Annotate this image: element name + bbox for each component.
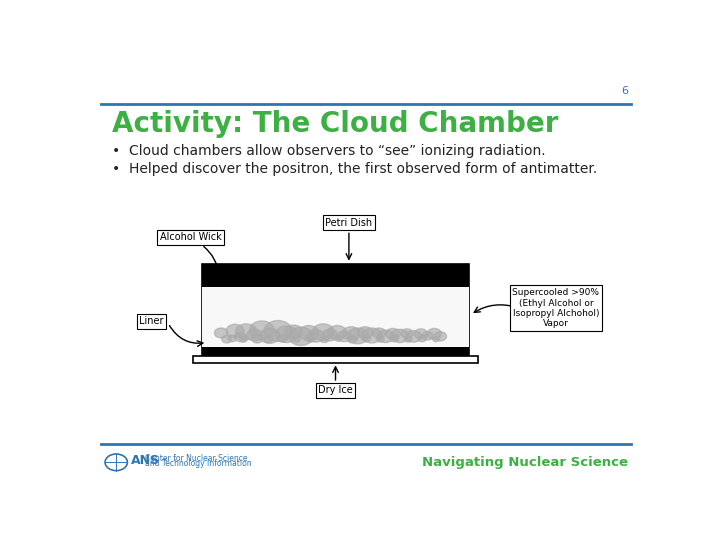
Text: Center for Nuclear Science: Center for Nuclear Science — [145, 455, 247, 463]
Circle shape — [334, 335, 342, 341]
Bar — [202, 347, 469, 356]
Circle shape — [240, 336, 248, 342]
Circle shape — [401, 329, 413, 338]
Text: •  Cloud chambers allow observers to “see” ionizing radiation.: • Cloud chambers allow observers to “see… — [112, 144, 546, 158]
Text: 6: 6 — [621, 86, 629, 96]
Text: ANS: ANS — [131, 454, 160, 467]
Circle shape — [391, 329, 409, 342]
Circle shape — [289, 327, 313, 346]
Circle shape — [342, 327, 360, 340]
Circle shape — [414, 329, 428, 339]
Circle shape — [427, 328, 441, 339]
Circle shape — [247, 329, 262, 341]
Circle shape — [328, 326, 347, 340]
Circle shape — [404, 336, 412, 342]
Circle shape — [312, 324, 334, 341]
Circle shape — [228, 335, 237, 342]
Circle shape — [433, 337, 439, 342]
Text: •  Helped discover the positron, the first observed form of antimatter.: • Helped discover the positron, the firs… — [112, 162, 598, 176]
Text: and Technology Information: and Technology Information — [145, 460, 251, 469]
Circle shape — [226, 324, 244, 338]
Circle shape — [260, 328, 280, 343]
Circle shape — [320, 336, 329, 342]
Circle shape — [390, 335, 399, 342]
Text: Alcohol Wick: Alcohol Wick — [160, 232, 221, 242]
Bar — [193, 356, 478, 363]
Circle shape — [222, 335, 232, 343]
Circle shape — [307, 329, 324, 342]
Circle shape — [357, 327, 373, 339]
Circle shape — [377, 330, 394, 342]
Bar — [202, 265, 469, 356]
Circle shape — [322, 329, 338, 341]
Text: Liner: Liner — [139, 316, 163, 326]
Circle shape — [418, 335, 426, 342]
Text: Supercooled >90%
(Ethyl Alcohol or
Isopropyl Alchohol)
Vapor: Supercooled >90% (Ethyl Alcohol or Isopr… — [513, 288, 600, 328]
Circle shape — [406, 330, 421, 342]
Circle shape — [372, 328, 386, 338]
Circle shape — [275, 326, 297, 342]
Circle shape — [235, 324, 257, 340]
Circle shape — [347, 328, 369, 344]
Circle shape — [337, 331, 351, 342]
Circle shape — [235, 333, 247, 342]
Circle shape — [422, 332, 433, 340]
Circle shape — [292, 336, 300, 342]
Circle shape — [434, 332, 446, 341]
Circle shape — [347, 335, 357, 343]
Circle shape — [361, 335, 371, 342]
Circle shape — [264, 321, 292, 341]
Bar — [202, 287, 469, 347]
Circle shape — [277, 335, 287, 342]
Circle shape — [305, 335, 315, 342]
Text: Petri Dish: Petri Dish — [325, 218, 372, 228]
Circle shape — [250, 321, 274, 339]
Text: Activity: The Cloud Chamber: Activity: The Cloud Chamber — [112, 110, 559, 138]
Circle shape — [386, 328, 400, 339]
Circle shape — [361, 328, 382, 343]
Circle shape — [299, 326, 319, 341]
Circle shape — [377, 336, 384, 342]
Text: Navigating Nuclear Science: Navigating Nuclear Science — [423, 456, 629, 469]
Circle shape — [252, 335, 263, 343]
Text: Dry Ice: Dry Ice — [318, 386, 353, 395]
Bar — [202, 265, 469, 287]
Circle shape — [264, 336, 273, 342]
Circle shape — [284, 325, 302, 339]
Circle shape — [215, 328, 228, 338]
